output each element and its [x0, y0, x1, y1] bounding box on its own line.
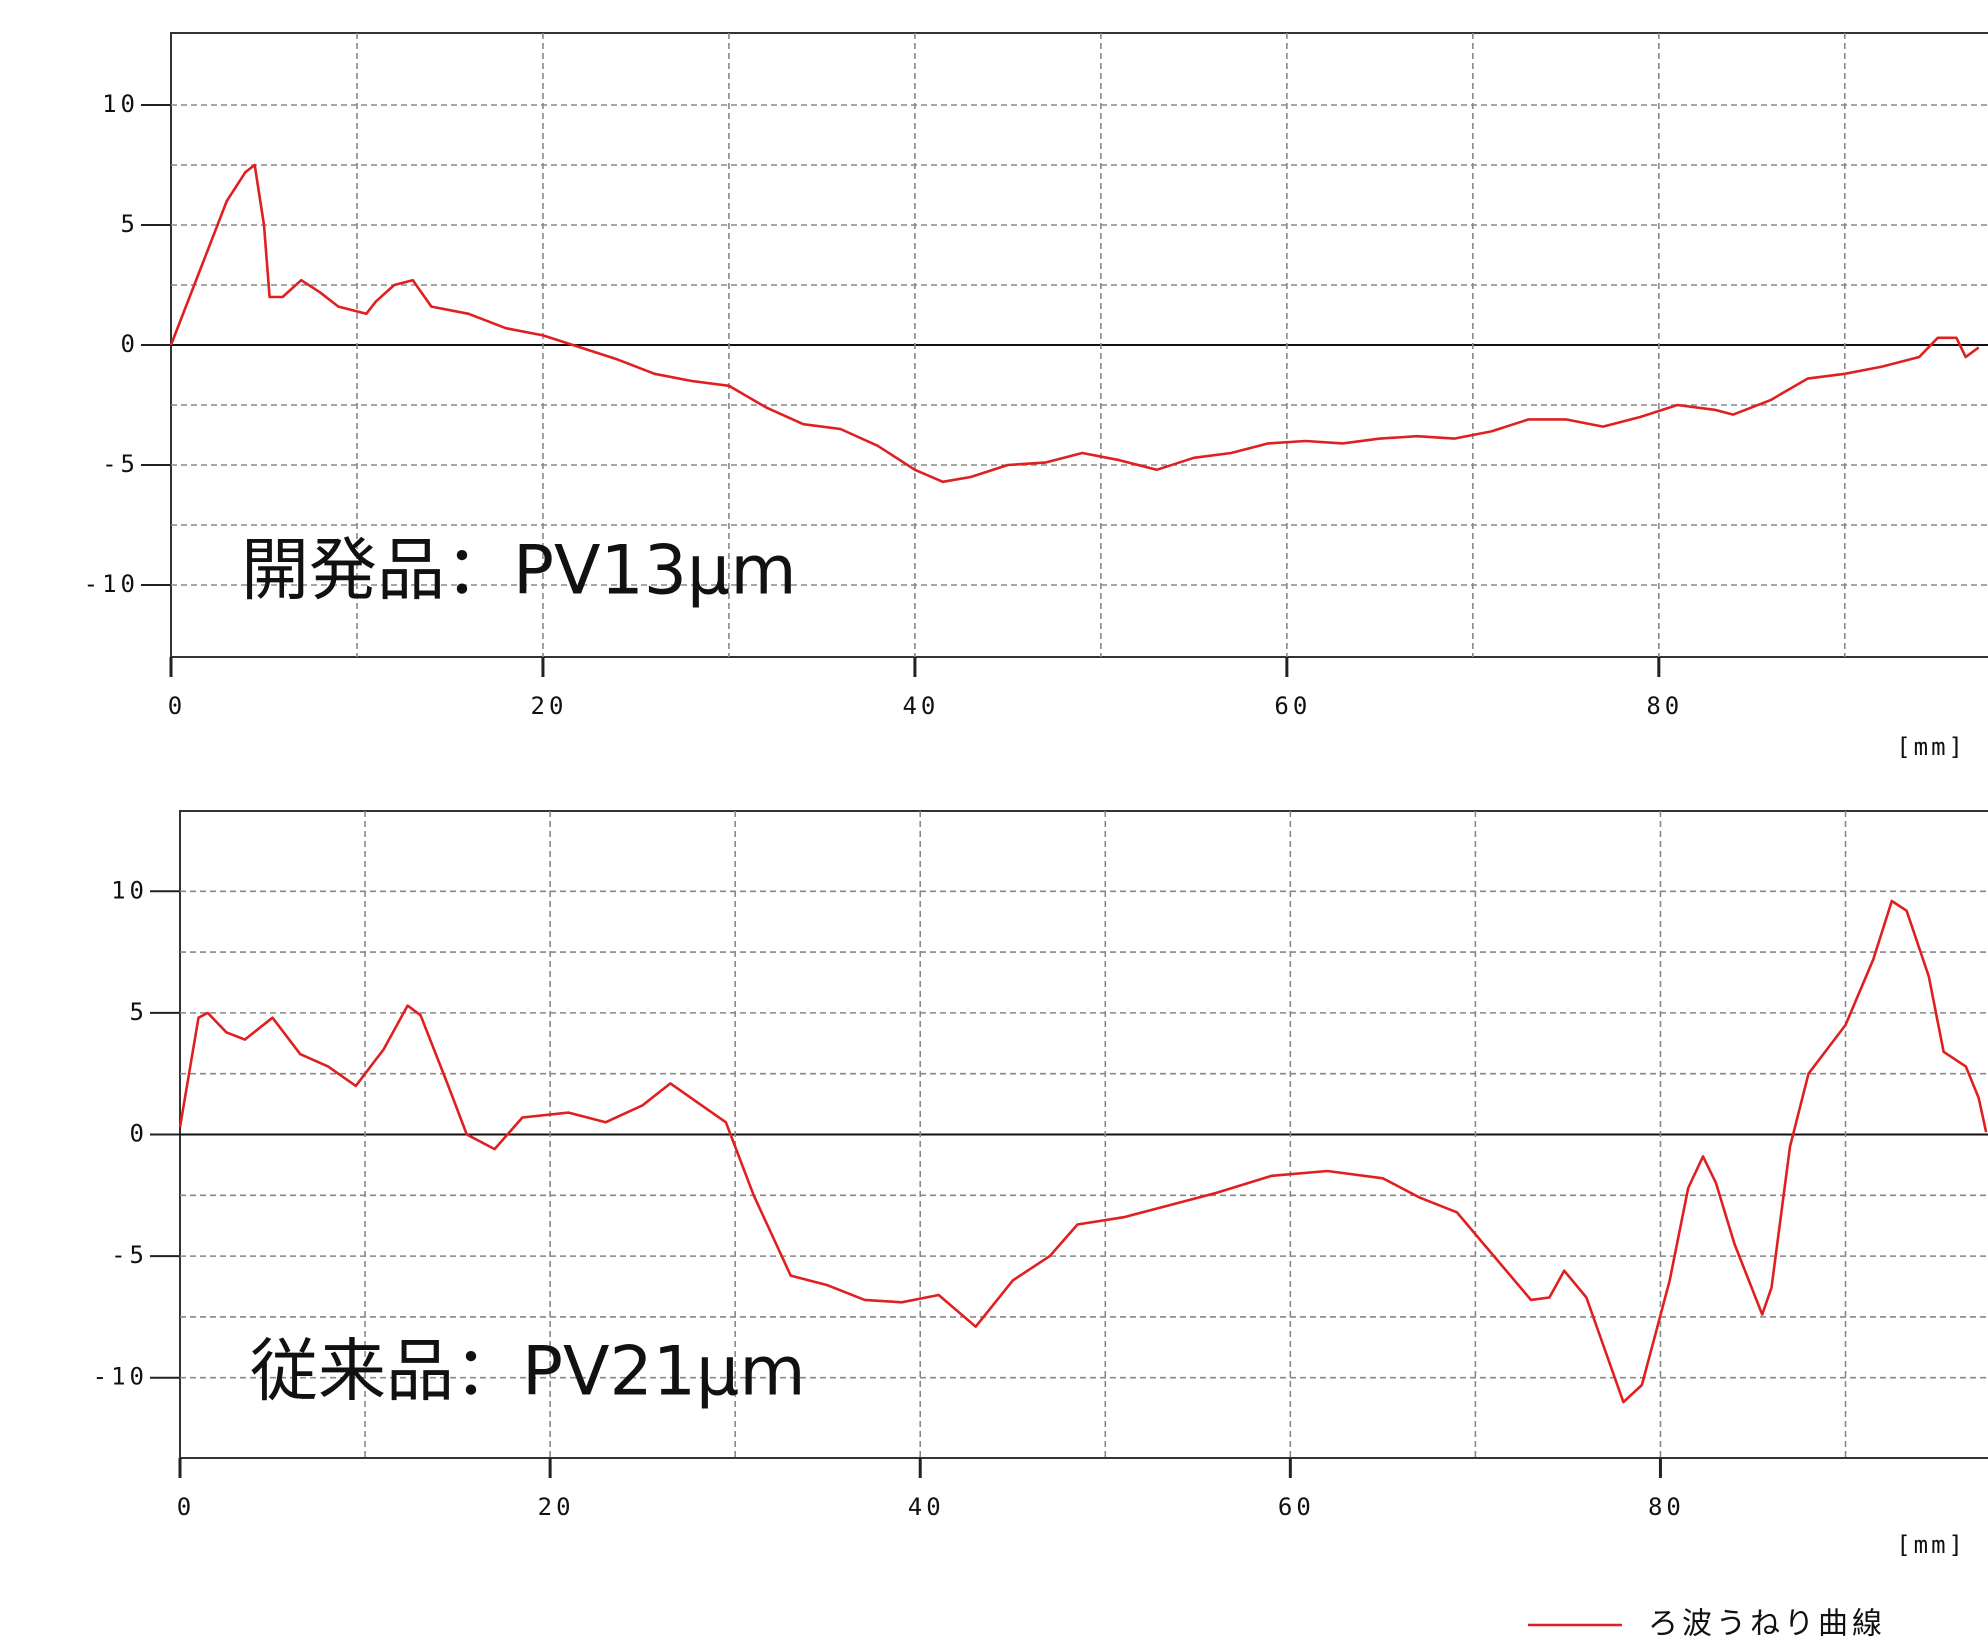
x-tick-label: 20 — [531, 692, 568, 720]
y-tick-label: 0 — [121, 330, 139, 358]
legend-label: ろ波うねり曲線 — [1648, 1607, 1886, 1638]
x-axis-label: [mm] — [1896, 1531, 1966, 1559]
y-tick-label: -5 — [102, 450, 139, 478]
y-tick-label: 0 — [130, 1120, 148, 1148]
annotation: 従来品：PV21μm — [250, 1333, 806, 1412]
y-tick-label: -10 — [84, 570, 139, 598]
y-tick-label: 5 — [121, 210, 139, 238]
annotation: 開発品：PV13μm — [241, 532, 797, 611]
data-line — [178, 899, 1988, 1404]
y-tick-label: 10 — [111, 876, 148, 904]
y-tick-label: -10 — [93, 1363, 148, 1391]
x-tick-label: 20 — [538, 1493, 575, 1521]
y-tick-label: 5 — [130, 998, 148, 1026]
x-tick-label: 80 — [1646, 692, 1683, 720]
x-tick-label: 60 — [1274, 692, 1311, 720]
x-axis-label: [mm] — [1896, 733, 1966, 761]
x-tick-label: 40 — [908, 1493, 945, 1521]
y-tick-label: -5 — [111, 1241, 148, 1269]
x-tick-label: 0 — [168, 692, 186, 720]
data-line — [169, 163, 1980, 484]
x-tick-label: 60 — [1278, 1493, 1315, 1521]
x-tick-label: 0 — [177, 1493, 195, 1521]
y-tick-label: 10 — [102, 90, 139, 118]
x-tick-label: 40 — [902, 692, 939, 720]
x-tick-label: 80 — [1648, 1493, 1685, 1521]
